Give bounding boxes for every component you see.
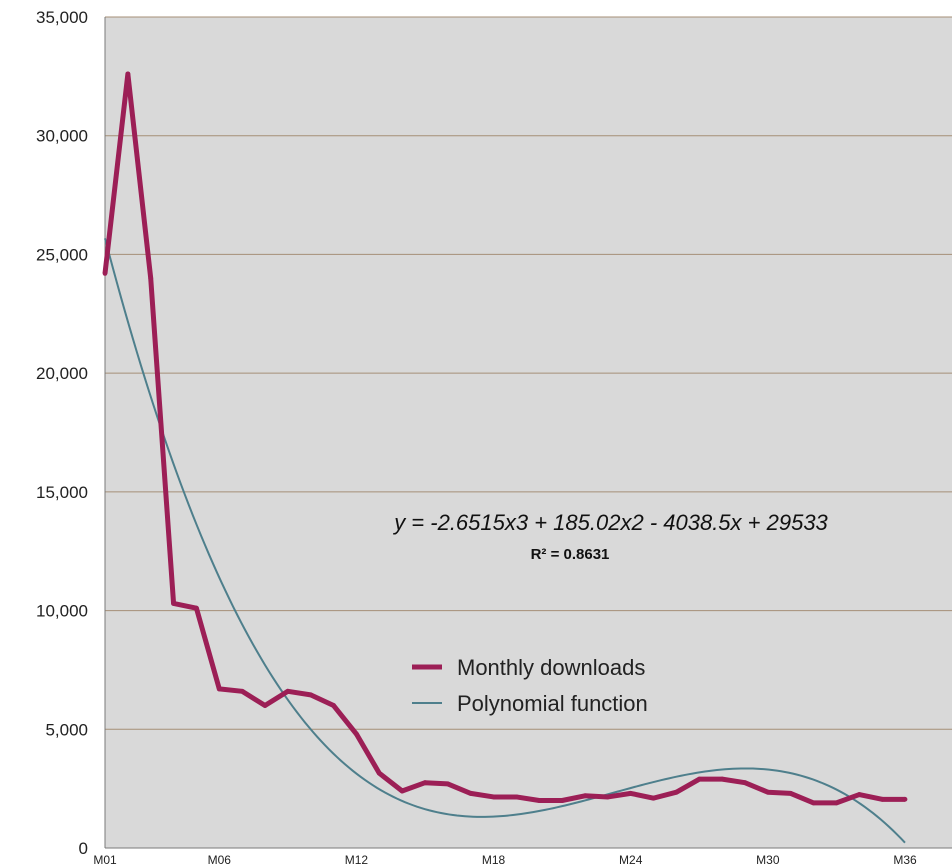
data-point [285, 688, 291, 694]
data-point [514, 794, 519, 800]
x-tick-label: M01 [93, 853, 117, 867]
x-tick-label: M06 [208, 853, 232, 867]
data-point [354, 731, 359, 737]
data-point [331, 703, 336, 708]
data-point [674, 789, 679, 795]
y-tick-label: 25,000 [36, 245, 88, 264]
data-point [376, 770, 382, 776]
gridlines [105, 16, 952, 730]
data-point [148, 275, 154, 281]
x-tick-label: M24 [619, 853, 643, 867]
data-point [102, 271, 108, 276]
data-point [399, 788, 405, 794]
legend: Monthly downloads Polynomial function [412, 655, 648, 716]
data-point [742, 780, 748, 786]
data-point [125, 71, 131, 77]
data-point [536, 798, 542, 803]
series-points-monthly-downloads [102, 71, 908, 806]
polynomial-trendline [104, 238, 906, 844]
data-point [605, 794, 611, 800]
r-squared-annotation: R² = 0.8631 [531, 546, 610, 563]
data-point [834, 800, 839, 806]
data-point [765, 789, 771, 795]
data-point [194, 605, 199, 611]
x-tick-label: M18 [482, 853, 506, 867]
y-tick-label: 10,000 [36, 602, 88, 621]
y-axis-tick-labels: 0 5,000 10,000 15,000 20,000 25,000 30,000 35,0… [36, 8, 88, 858]
y-tick-label: 35,000 [36, 8, 88, 27]
data-point [651, 795, 656, 801]
data-point [308, 692, 314, 698]
y-tick-label: 15,000 [36, 483, 88, 502]
legend-label-monthly-downloads: Monthly downloads [457, 655, 645, 680]
y-tick-label: 0 [79, 839, 88, 858]
x-tick-label: M36 [893, 853, 917, 867]
x-tick-label: M12 [345, 853, 369, 867]
data-point [262, 703, 268, 708]
data-point [491, 794, 496, 800]
data-point [582, 793, 588, 799]
data-point [879, 796, 885, 802]
data-point [216, 686, 222, 692]
legend-label-polynomial-function: Polynomial function [457, 691, 648, 716]
y-tick-label: 5,000 [45, 720, 88, 739]
data-point [811, 800, 816, 806]
data-point [696, 776, 702, 782]
plot-area [105, 17, 952, 848]
data-point [628, 790, 634, 796]
equation-annotation: y = -2.6515x3 + 185.02x2 - 4038.5x + 295… [392, 510, 828, 535]
data-point [719, 776, 725, 782]
data-point [171, 601, 176, 606]
data-point [445, 781, 451, 787]
x-axis-tick-labels: M01 M06 M12 M18 M24 M30 M36 [93, 853, 917, 867]
y-tick-label: 30,000 [36, 127, 88, 146]
series-line-monthly-downloads [102, 71, 905, 806]
y-tick-label: 20,000 [36, 364, 88, 383]
data-point [559, 798, 565, 803]
data-point [788, 790, 794, 796]
x-tick-label: M30 [756, 853, 780, 867]
data-point [239, 688, 245, 694]
data-point [856, 792, 862, 797]
data-point [902, 796, 908, 802]
data-point [422, 780, 428, 786]
data-point [468, 790, 474, 796]
